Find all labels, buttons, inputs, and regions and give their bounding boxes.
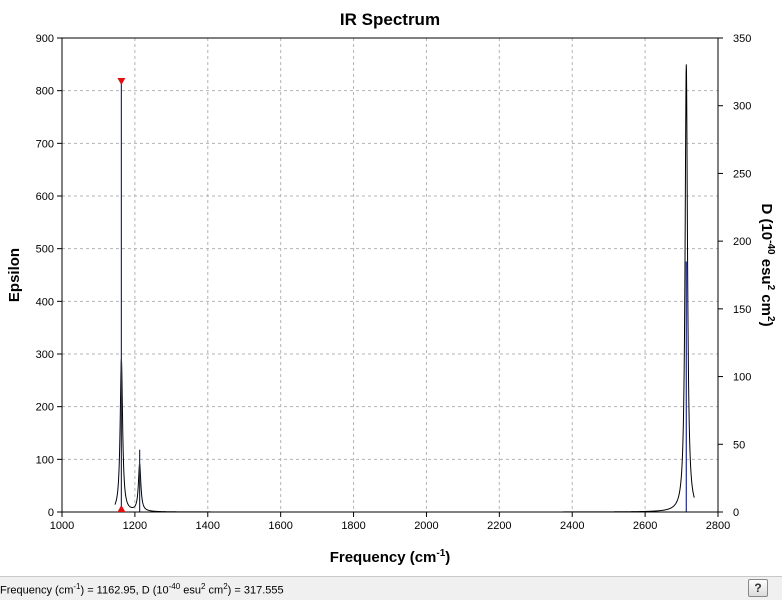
x-tick-label: 2800: [706, 520, 730, 532]
stick-layer: [120, 81, 687, 512]
y-right-tick-label: 150: [733, 304, 751, 316]
y-left-tick-label: 300: [36, 349, 54, 361]
y-right-tick-label: 200: [733, 236, 751, 248]
y-left-tick-label: 0: [48, 507, 54, 519]
chart-title: IR Spectrum: [340, 10, 440, 29]
y-left-tick-label: 400: [36, 296, 54, 308]
grid-lines: [62, 38, 718, 512]
y-left-tick-label: 900: [36, 33, 54, 45]
spectrum-line: [114, 64, 695, 513]
x-tick-label: 2200: [487, 520, 511, 532]
status-readout: Frequency (cm-1) = 1162.95, D (10-40 esu…: [0, 582, 284, 597]
y-left-tick-label: 700: [36, 138, 54, 150]
x-tick-label: 2600: [633, 520, 657, 532]
x-tick-label: 1600: [268, 520, 292, 532]
y-axis-left-label: Epsilon: [6, 248, 23, 302]
x-tick-label: 1200: [123, 520, 147, 532]
x-tick-label: 1000: [50, 520, 74, 532]
y-left-tick-label: 800: [36, 86, 54, 98]
y-right-tick-label: 250: [733, 168, 751, 180]
y-left-tick-label: 600: [36, 191, 54, 203]
x-tick-label: 1800: [341, 520, 365, 532]
selected-peak-marker-bottom: [117, 505, 126, 512]
y-right-tick-label: 100: [733, 372, 751, 384]
y-right-tick-label: 50: [733, 439, 745, 451]
x-tick-label: 2400: [560, 520, 584, 532]
help-icon: ?: [754, 581, 762, 595]
y-left-tick-label: 200: [36, 402, 54, 414]
y-right-tick-label: 0: [733, 507, 739, 519]
tick-layer: 1000 1200 1400 1600 1800 2000 2200 2400 2600 2800…: [36, 33, 752, 532]
plot-frame: [61, 37, 719, 513]
y-left-tick-label: 100: [36, 454, 54, 466]
x-tick-label: 1400: [196, 520, 220, 532]
status-bar: Frequency (cm-1) = 1162.95, D (10-40 esu…: [0, 576, 782, 600]
selected-peak-marker-top: [117, 77, 126, 85]
spectrum-layer: [114, 64, 695, 513]
chart-canvas[interactable]: IR Spectrum 1000 1200 1400 1600 1800 2000 2200…: [0, 0, 782, 574]
y-axis-right-label: D (10-40 esu2 cm2): [758, 203, 776, 326]
x-axis-label: Frequency (cm-1): [330, 548, 451, 566]
y-right-tick-label: 350: [733, 33, 751, 45]
y-right-tick-label: 300: [733, 101, 751, 113]
y-left-tick-label: 500: [36, 244, 54, 256]
marker-layer: [117, 77, 126, 512]
help-button[interactable]: ?: [748, 579, 768, 597]
x-tick-label: 2000: [414, 520, 438, 532]
ir-spectrum-chart: IR Spectrum 1000 1200 1400 1600 1800 2000 2200…: [0, 0, 782, 574]
